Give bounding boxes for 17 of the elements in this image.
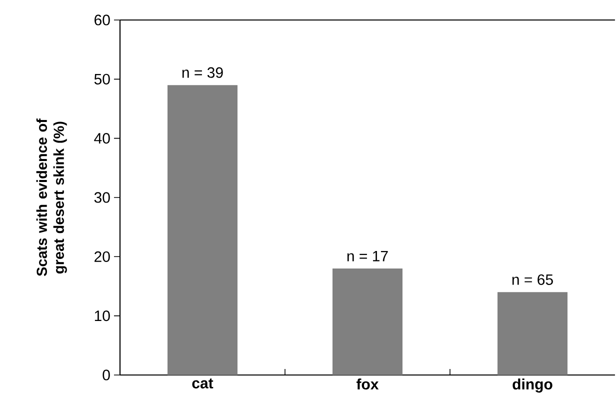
x-tick-label: cat [192,378,214,388]
bar [168,85,238,375]
x-tick-label: fox [356,378,379,390]
y-axis-title: Scats with evidence of great desert skink (%) [36,118,67,276]
annotation: n = 39 [182,67,223,78]
annotation: n = 65 [512,274,553,285]
bar [332,268,402,375]
annotation: n = 17 [347,250,388,262]
y-tick-label: 30 [94,192,110,203]
bar [497,292,568,375]
x-tick-label: dingo [512,378,552,393]
y-tick-label: 50 [94,74,110,84]
y-tick-label: 60 [94,14,110,26]
y-tick-label: 10 [94,310,110,322]
y-tick-label: 20 [94,251,110,262]
y-tick-label: 0 [102,370,110,380]
y-tick-label: 40 [94,133,110,144]
